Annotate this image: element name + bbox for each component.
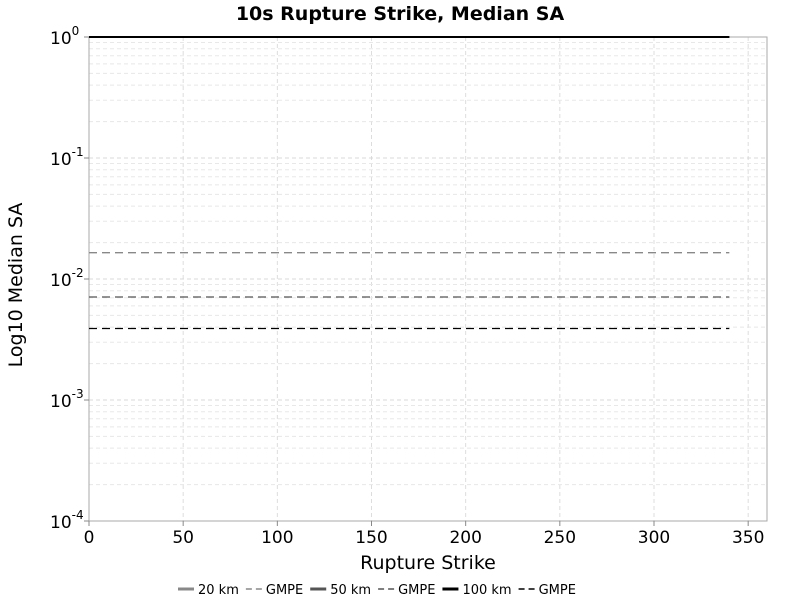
legend: 20 km GMPE 50 km GMPE 100 km GMPE (178, 583, 576, 598)
chart-title: 10s Rupture Strike, Median SA (236, 3, 565, 25)
y-axis-ticks: 100 10-1 10-2 10-3 10-4 (50, 24, 89, 533)
x-tick-label: 250 (544, 528, 576, 548)
legend-label: GMPE (539, 583, 576, 598)
grid (88, 37, 767, 522)
x-tick-label: 0 (84, 528, 95, 548)
x-tick-label: 350 (732, 528, 764, 548)
x-axis-ticks: 0 50 100 150 200 250 300 350 (84, 521, 764, 548)
x-tick-label: 150 (355, 528, 387, 548)
legend-label: 100 km (462, 583, 511, 598)
legend-label: GMPE (398, 583, 435, 598)
y-tick-label: 10-3 (50, 387, 84, 412)
series-layer (89, 36, 730, 330)
legend-label: GMPE (266, 583, 303, 598)
y-tick-label: 100 (50, 24, 79, 49)
y-tick-label: 10-1 (50, 145, 84, 170)
y-axis-label: Log10 Median SA (5, 203, 27, 368)
x-tick-label: 200 (449, 528, 481, 548)
legend-label: 50 km (330, 583, 371, 598)
x-axis-label: Rupture Strike (360, 552, 496, 574)
legend-label: 20 km (198, 583, 239, 598)
x-tick-label: 100 (261, 528, 293, 548)
x-tick-label: 50 (172, 528, 194, 548)
x-tick-label: 300 (638, 528, 670, 548)
y-tick-label: 10-4 (50, 508, 84, 533)
y-tick-label: 10-2 (50, 266, 84, 291)
